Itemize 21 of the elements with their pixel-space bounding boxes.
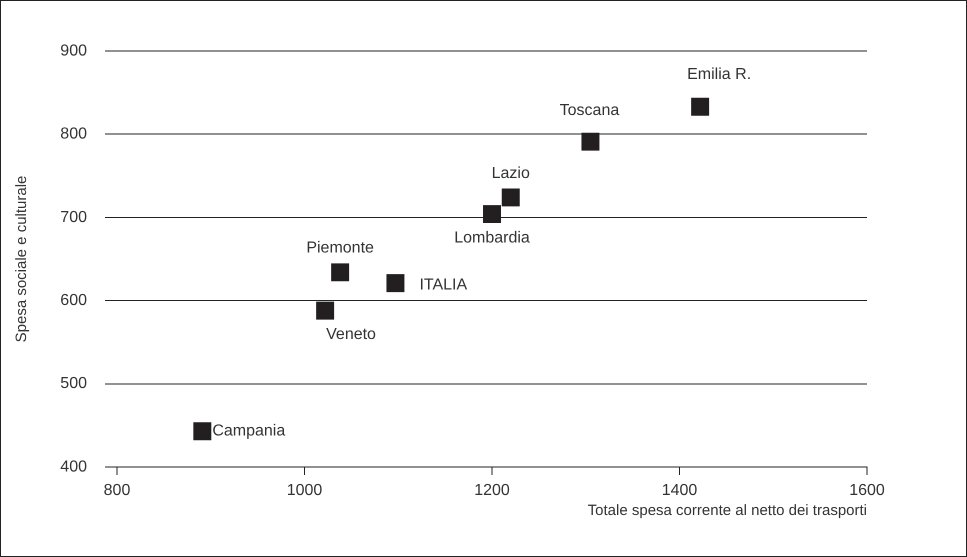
- y-tick-label: 800: [60, 126, 88, 143]
- y-axis-title: Spesa sociale e culturale: [13, 176, 30, 342]
- annotation: ITALIA: [419, 276, 468, 294]
- annotation: Lombardia: [454, 229, 530, 246]
- y-tick-label: 500: [60, 375, 88, 392]
- x-tick-label: 1200: [474, 482, 510, 500]
- x-tick-label: 1600: [849, 482, 885, 500]
- y-tick-label: 600: [60, 292, 88, 310]
- x-tick-label: 800: [104, 482, 130, 500]
- annotation: Piemonte: [306, 240, 374, 257]
- annotation: Toscana: [560, 102, 620, 120]
- annotation: Campania: [212, 422, 286, 440]
- y-tick-label: 900: [60, 42, 88, 60]
- x-axis-title: Totale spesa corrente al netto dei trasporti: [588, 502, 867, 520]
- annotation: Emilia R.: [687, 66, 752, 84]
- y-tick-label: 400: [60, 458, 88, 476]
- y-tick-label: 700: [60, 208, 88, 226]
- x-tick-label: 1400: [662, 482, 698, 500]
- annotation: Lazio: [492, 164, 530, 182]
- x-tick-label: 1000: [286, 482, 322, 500]
- annotation: Veneto: [326, 326, 376, 343]
